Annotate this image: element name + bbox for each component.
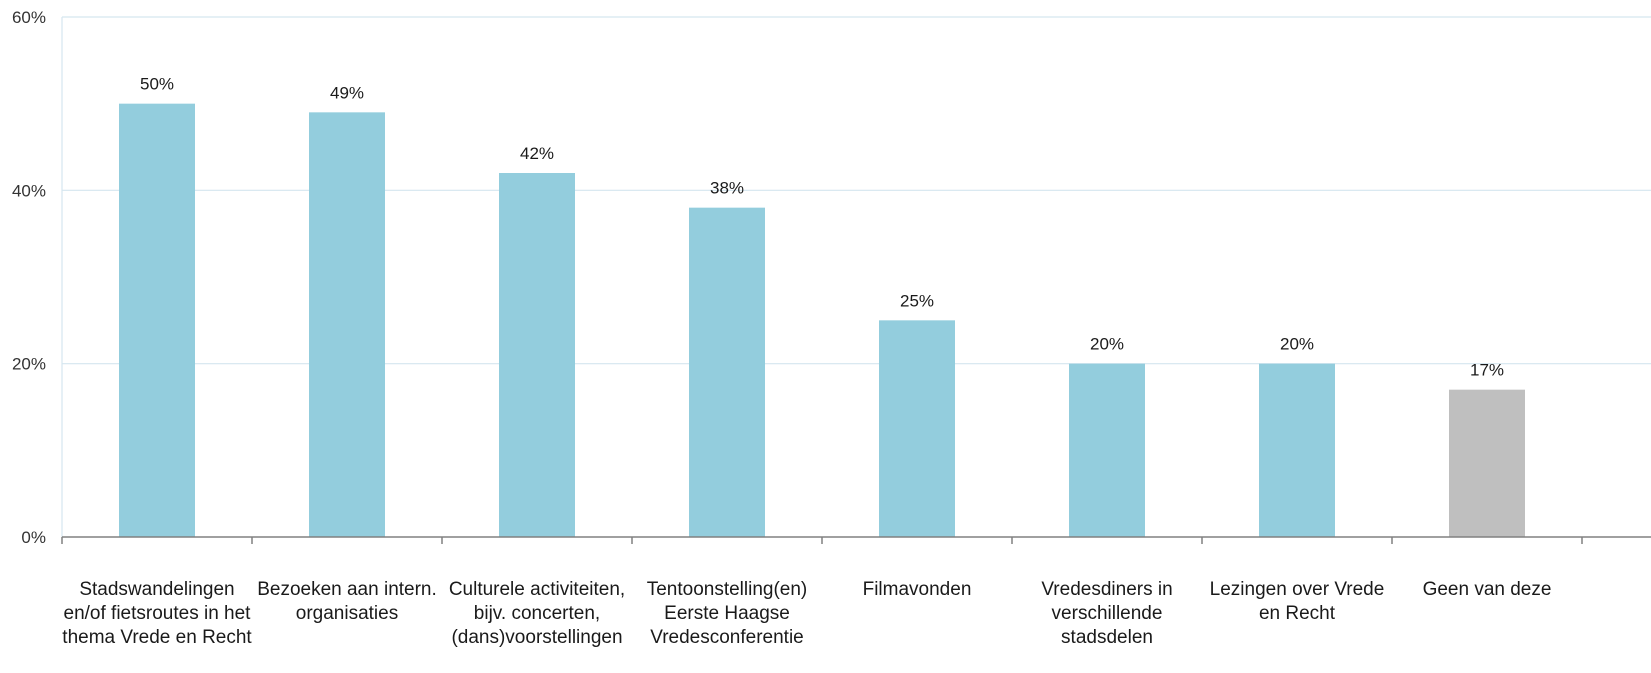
y-tick-label: 0%: [21, 528, 46, 547]
bar: [309, 112, 385, 537]
bar: [1069, 363, 1145, 537]
x-category-label: Geen van deze: [1422, 579, 1552, 600]
x-category-label: Filmavonden: [862, 579, 972, 600]
x-category-label: Tentoonstelling(en) Eerste Haagse Vredes…: [646, 579, 808, 648]
y-tick-label: 40%: [12, 181, 46, 200]
data-label: 49%: [330, 83, 364, 102]
x-category-label: Stadswandelingen en/of fietsroutes in he…: [62, 579, 252, 648]
y-tick-label: 60%: [12, 8, 46, 27]
bar: [879, 320, 955, 537]
data-label: 50%: [140, 75, 174, 94]
bar: [689, 207, 765, 537]
data-label: 42%: [520, 144, 554, 163]
x-category-label: Culturele activiteiten, bijv. concerten,…: [448, 579, 626, 648]
data-label: 17%: [1470, 361, 1504, 380]
data-label: 25%: [900, 291, 934, 310]
x-category-label: Vredesdiners in verschillende stadsdelen: [1041, 579, 1173, 648]
bar: [119, 103, 195, 538]
x-category-label: Bezoeken aan intern. organisaties: [257, 579, 437, 624]
bar: [1259, 363, 1335, 537]
data-label: 38%: [710, 179, 744, 198]
data-label: 20%: [1280, 335, 1314, 354]
bar: [499, 173, 575, 537]
data-label: 20%: [1090, 335, 1124, 354]
y-tick-label: 20%: [12, 355, 46, 374]
x-category-label: Lezingen over Vrede en Recht: [1209, 579, 1385, 624]
bar: [1449, 389, 1525, 537]
